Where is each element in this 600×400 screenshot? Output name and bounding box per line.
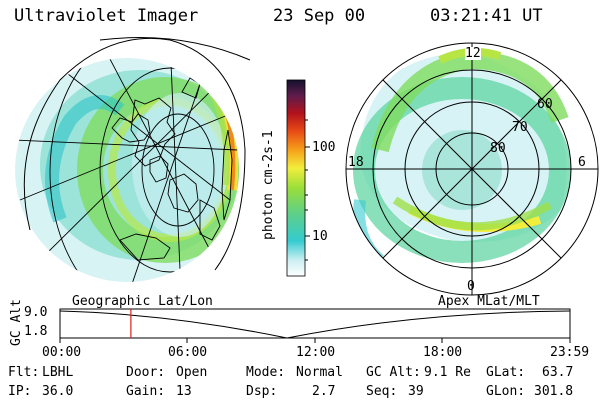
door-label: Door:	[126, 365, 166, 380]
door-value: Open	[176, 365, 208, 380]
apex-image	[345, 42, 599, 296]
geographic-image	[15, 37, 251, 282]
apex-caption: Apex MLat/MLT	[438, 294, 540, 309]
altitude-y-bottom: 1.8	[24, 324, 48, 339]
intensity-color-bar	[286, 79, 310, 277]
time-tick-0000: 00:00	[42, 345, 82, 360]
geographic-grid	[15, 58, 239, 282]
ip-label: IP:	[8, 384, 32, 399]
observation-date: 23 Sep 00	[273, 6, 366, 26]
geographic-caption: Geographic Lat/Lon	[72, 294, 213, 309]
mlat-label-80: 80	[490, 141, 506, 156]
altitude-ylabel: GC Alt	[9, 299, 24, 346]
mode-label: Mode:	[246, 365, 286, 380]
time-tick-1800: 18:00	[423, 345, 463, 360]
glat-label: GLat:	[486, 365, 526, 380]
filter-label: Flt:	[8, 365, 40, 380]
mlat-label-70: 70	[512, 120, 528, 135]
time-tick-1200: 12:00	[296, 345, 336, 360]
dsp-value: 2.7	[312, 384, 336, 399]
time-tick-0600: 06:00	[168, 345, 208, 360]
observation-time: 03:21:41 UT	[430, 6, 543, 26]
glat-value: 63.7	[542, 365, 574, 380]
dsp-label: Dsp:	[246, 384, 278, 399]
mlt-label-12: 12	[465, 46, 481, 61]
seq-label: Seq:	[366, 384, 398, 399]
mlt-label-18: 18	[348, 155, 364, 170]
mode-value: Normal	[296, 365, 343, 380]
coastline-outlines	[111, 77, 233, 261]
glon-value: 301.8	[534, 384, 574, 399]
altitude-y-top: 9.0	[24, 305, 48, 320]
ip-value: 36.0	[42, 384, 74, 399]
glon-label: GLon:	[486, 384, 526, 399]
seq-value: 39	[408, 384, 424, 399]
instrument-title: Ultraviolet Imager	[14, 6, 199, 26]
filter-value: LBHL	[42, 365, 74, 380]
mlt-label-6: 6	[578, 155, 586, 170]
time-tick-2359: 23:59	[550, 345, 590, 360]
gcalt-label: GC Alt:	[366, 365, 421, 380]
mlat-label-60: 60	[537, 97, 553, 112]
colorbar-tick-10: 10	[312, 229, 328, 244]
colorbar-unit-label: photon cm-2s-1	[261, 130, 276, 240]
gain-label: Gain:	[126, 384, 166, 399]
apex-grid	[345, 42, 599, 296]
altitude-plot	[59, 308, 571, 343]
colorbar-tick-100: 100	[312, 140, 336, 155]
gain-value: 13	[176, 384, 192, 399]
mlt-label-0: 0	[467, 279, 475, 294]
gcalt-value: 9.1 Re	[424, 365, 471, 380]
